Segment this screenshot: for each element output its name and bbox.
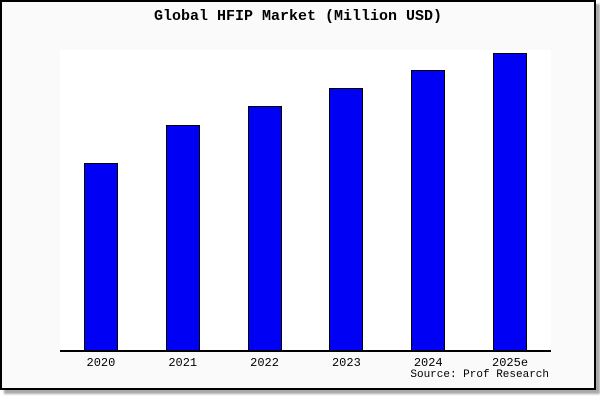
bars-container: [60, 50, 551, 350]
x-tick-label-2024: 2024: [413, 356, 443, 370]
x-tick-label-2023: 2023: [331, 356, 361, 370]
chart-card: Global HFIP Market (Million USD) 2020 202…: [0, 0, 596, 390]
bar-2022: [247, 105, 282, 350]
bar-2024: [411, 69, 446, 350]
bar-2021: [165, 125, 200, 350]
x-tick-label-2020: 2020: [86, 356, 116, 370]
plot-area: [60, 50, 551, 352]
x-tick-label-2021: 2021: [168, 356, 198, 370]
x-tick-label-2025e: 2025e: [492, 356, 529, 370]
bar-2025e: [493, 53, 528, 350]
source-note: Source: Prof Research: [410, 369, 549, 381]
bar-2020: [83, 162, 118, 350]
chart-title: Global HFIP Market (Million USD): [153, 8, 443, 25]
x-axis-labels: 2020 2021 2022 2023 2024 2025e: [60, 356, 551, 370]
x-tick-label-2022: 2022: [250, 356, 279, 370]
bar-2023: [329, 87, 364, 350]
